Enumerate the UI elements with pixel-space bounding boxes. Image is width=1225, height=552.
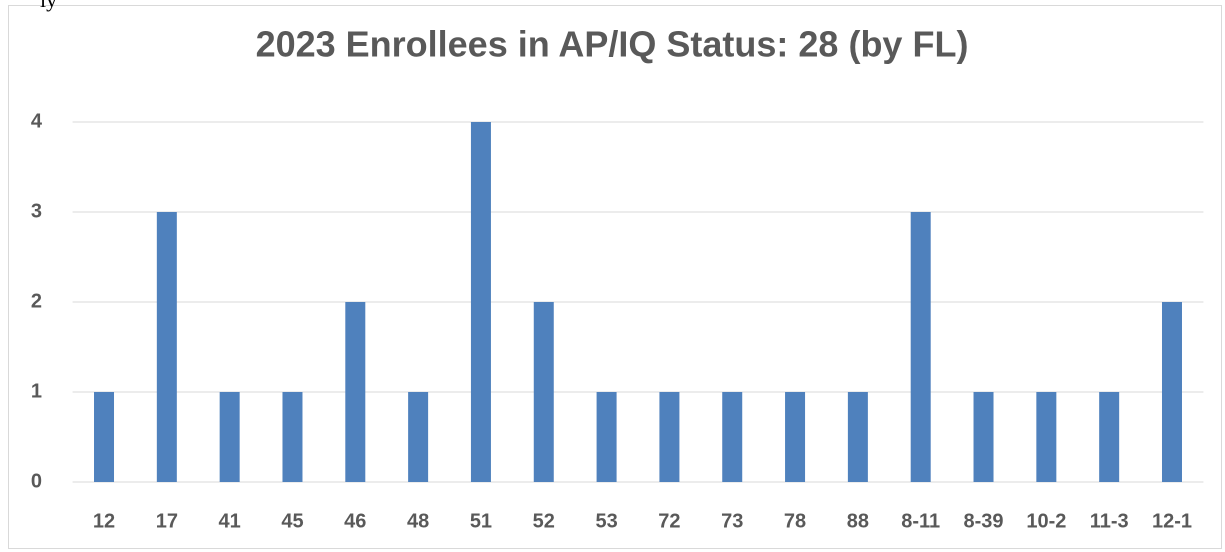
y-tick-label: 3 xyxy=(31,200,42,222)
x-tick-label: 11-3 xyxy=(1090,510,1129,532)
x-tick-label: 53 xyxy=(595,510,617,532)
bar xyxy=(1161,302,1182,482)
x-tick-label: 45 xyxy=(281,510,303,532)
bar xyxy=(94,392,115,482)
y-tick-label: 2 xyxy=(31,290,42,312)
bar xyxy=(1036,392,1057,482)
x-tick-label: 72 xyxy=(658,510,680,532)
bar xyxy=(659,392,680,482)
y-tick-label: 1 xyxy=(31,380,42,402)
x-tick-label: 12-1 xyxy=(1152,510,1192,532)
x-tick-label: 41 xyxy=(219,510,241,532)
x-tick-label: 88 xyxy=(847,510,869,532)
chart-title: 2023 Enrollees in AP/IQ Status: 28 (by F… xyxy=(256,24,969,65)
x-tick-label: 78 xyxy=(784,510,806,532)
bar xyxy=(219,392,240,482)
bar xyxy=(847,392,868,482)
x-tick-label: 8-11 xyxy=(901,510,940,532)
bar xyxy=(785,392,806,482)
bar xyxy=(533,302,554,482)
bar xyxy=(973,392,994,482)
y-tick-label: 4 xyxy=(31,110,43,132)
x-tick-label: 51 xyxy=(470,510,492,532)
bar xyxy=(282,392,303,482)
bar xyxy=(470,122,491,482)
x-tick-label: 8-39 xyxy=(964,510,1004,532)
bar xyxy=(345,302,366,482)
x-tick-label: 52 xyxy=(533,510,555,532)
bar xyxy=(1099,392,1120,482)
bar xyxy=(408,392,429,482)
x-tick-label: 73 xyxy=(721,510,743,532)
x-tick-label: 10-2 xyxy=(1026,510,1066,532)
bar xyxy=(910,212,931,482)
x-tick-label: 12 xyxy=(93,510,115,532)
x-tick-label: 17 xyxy=(156,510,178,532)
bar xyxy=(722,392,743,482)
x-tick-label: 48 xyxy=(407,510,429,532)
x-tick-label: 46 xyxy=(344,510,366,532)
text-fragment: ly xyxy=(40,0,57,12)
bar xyxy=(156,212,177,482)
y-tick-label: 0 xyxy=(31,470,42,492)
bar xyxy=(596,392,617,482)
